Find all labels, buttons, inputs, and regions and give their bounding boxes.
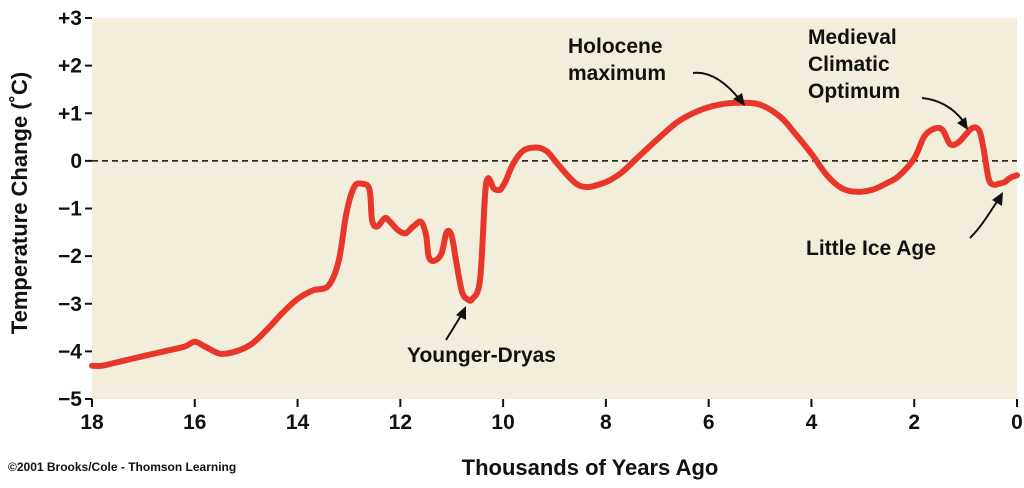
x-tick-label: 6 xyxy=(703,411,715,434)
y-tick-label: −2 xyxy=(58,245,82,268)
plot-area xyxy=(92,18,1017,399)
copyright-credit: ©2001 Brooks/Cole - Thomson Learning xyxy=(8,460,236,474)
x-tick-label: 0 xyxy=(1011,411,1023,434)
annotation-younger-dryas-arrowhead xyxy=(456,306,466,320)
annotation-holocene-arrowhead xyxy=(733,93,745,106)
annotation-medieval-line-3: Optimum xyxy=(808,80,900,103)
annotation-medieval-line-2: Climatic xyxy=(808,53,890,76)
y-tick-label: −1 xyxy=(58,198,82,221)
annotation-little-ice-age-arrow xyxy=(969,199,999,239)
annotation-medieval-arrow xyxy=(921,97,965,123)
temperature-series-line xyxy=(89,99,1020,370)
x-tick-label: 18 xyxy=(80,411,104,434)
y-tick-label: +2 xyxy=(58,55,82,78)
y-axis-title: Temperature Change (˚C) xyxy=(7,72,32,334)
annotation-younger-dryas: Younger-Dryas xyxy=(407,306,556,367)
x-axis-ticks: 18 16 14 12 10 8 6 4 2 0 xyxy=(80,399,1023,434)
x-tick-label: 2 xyxy=(908,411,920,434)
x-tick-label: 14 xyxy=(286,411,310,434)
annotation-little-ice-age-label: Little Ice Age xyxy=(806,237,936,260)
y-tick-label: +1 xyxy=(58,102,82,125)
y-tick-label: −4 xyxy=(58,340,82,363)
annotation-medieval-arrowhead xyxy=(957,117,968,130)
annotation-little-ice-age: Little Ice Age xyxy=(806,192,1003,260)
y-tick-label: −5 xyxy=(58,388,82,411)
annotation-little-ice-age-arrowhead xyxy=(992,192,1003,206)
annotation-holocene-line-1: Holocene xyxy=(568,35,663,58)
x-axis-title: Thousands of Years Ago xyxy=(462,455,719,480)
x-tick-label: 8 xyxy=(600,411,612,434)
x-tick-label: 12 xyxy=(389,411,412,434)
annotation-younger-dryas-label: Younger-Dryas xyxy=(407,344,556,367)
annotation-holocene-arrow xyxy=(692,71,741,101)
annotation-holocene-line-2: maximum xyxy=(568,62,666,85)
x-tick-label: 16 xyxy=(183,411,206,434)
annotation-medieval-line-1: Medieval xyxy=(808,26,897,49)
y-tick-label: −3 xyxy=(58,293,82,316)
x-tick-label: 4 xyxy=(806,411,818,434)
annotation-holocene-maximum: Holocene maximum xyxy=(568,35,745,106)
y-tick-label: +3 xyxy=(58,7,82,30)
annotation-medieval-climatic-optimum: Medieval Climatic Optimum xyxy=(808,26,968,130)
y-tick-label: 0 xyxy=(70,150,82,173)
annotation-younger-dryas-arrow xyxy=(445,313,463,341)
y-axis-ticks: +3 +2 +1 0 −1 −2 −3 −4 −5 xyxy=(58,7,92,411)
x-tick-label: 10 xyxy=(491,411,514,434)
